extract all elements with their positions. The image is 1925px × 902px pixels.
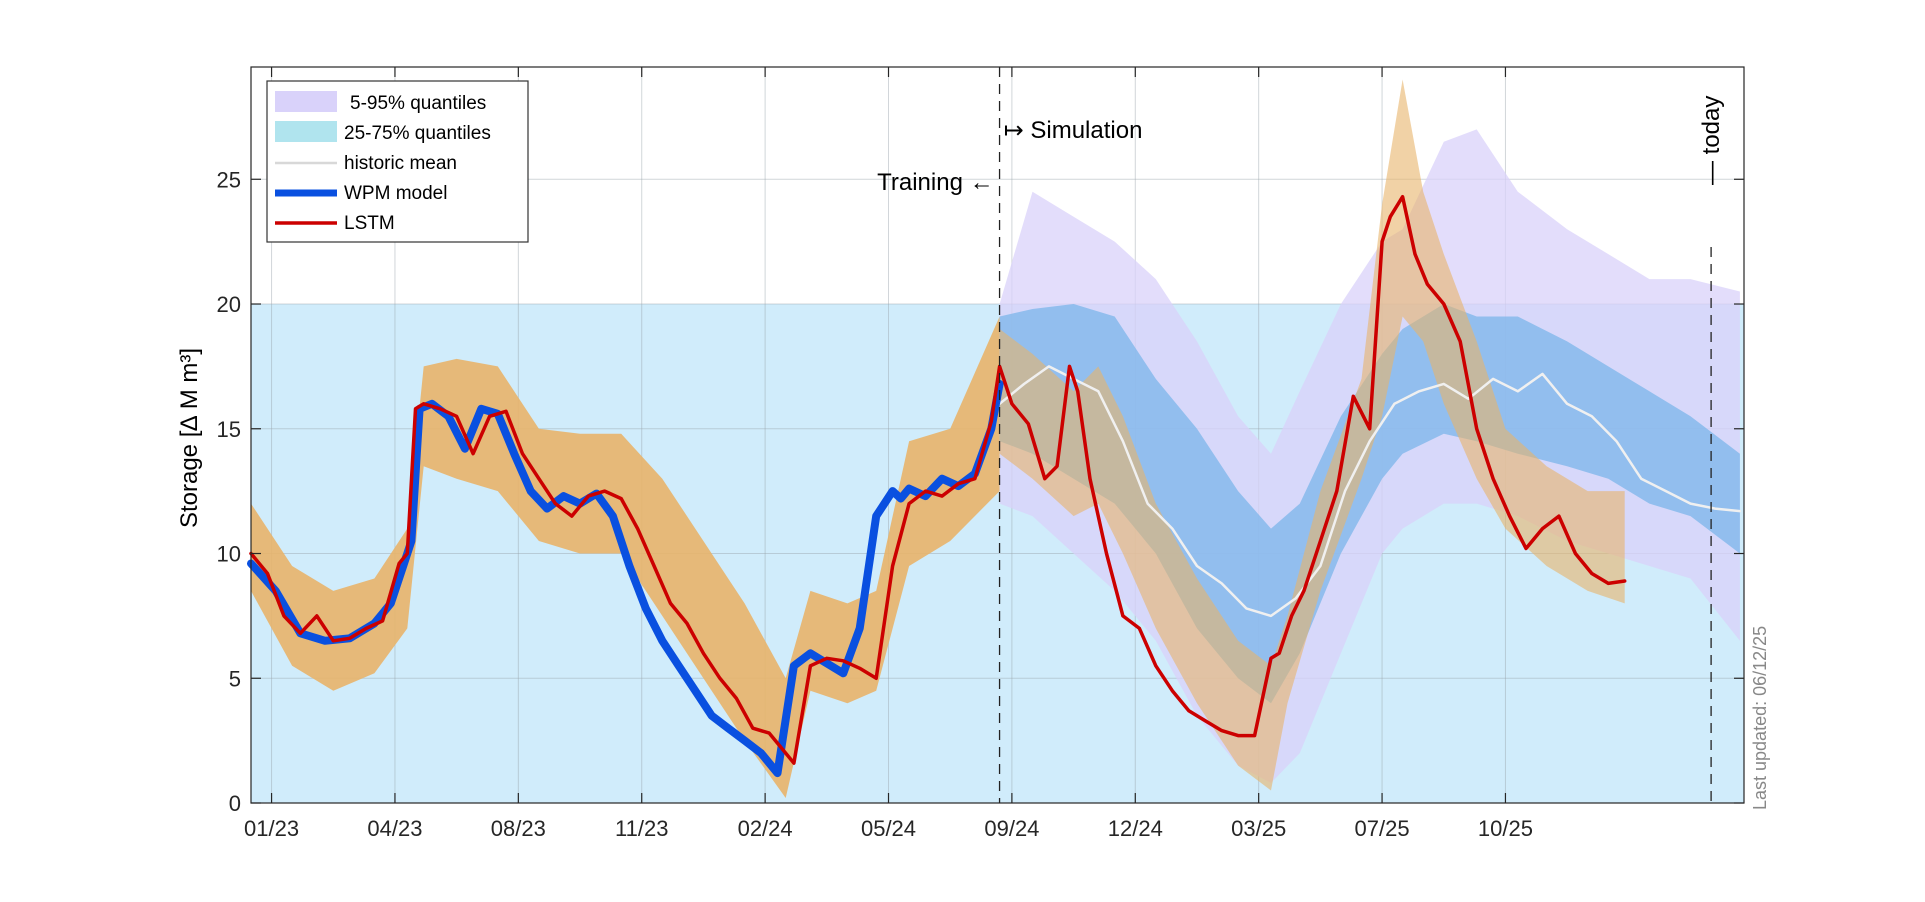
x-tick-label: 03/25 — [1231, 816, 1286, 841]
legend-label-historic-mean: historic mean — [344, 153, 457, 174]
axes: 01/23 04/23 08/23 11/23 02/24 05/24 09/24 12/24… — [217, 66, 1745, 841]
simulation-label: ↦ Simulation — [1004, 117, 1143, 144]
training-label: Training ← — [877, 169, 993, 196]
legend-label-5-95: 5-95% quantiles — [350, 93, 486, 114]
legend-swatch-5-95 — [275, 91, 337, 112]
y-tick-label: 25 — [217, 167, 241, 192]
x-tick-label: 04/23 — [367, 816, 422, 841]
x-tick-label: 11/23 — [615, 816, 668, 841]
x-tick-label: 02/24 — [738, 816, 793, 841]
x-tick-label: 07/25 — [1355, 816, 1410, 841]
legend-label-wpm: WPM model — [344, 183, 447, 204]
lstm-band-simulation — [999, 79, 1625, 791]
x-tick-label: 01/23 — [244, 816, 299, 841]
x-tick-label: 12/24 — [1108, 816, 1163, 841]
x-tick-label: 08/23 — [491, 816, 546, 841]
y-tick-label: 0 — [229, 791, 241, 816]
y-tick-label: 20 — [217, 292, 241, 317]
today-label: — today — [1698, 96, 1725, 185]
last-updated-label: Last updated: 06/12/25 — [1750, 626, 1770, 810]
y-tick-label: 10 — [217, 542, 241, 567]
x-tick-label: 09/24 — [984, 816, 1039, 841]
wpm-model-line — [247, 379, 1004, 778]
legend: 5-95% quantiles 25-75% quantiles histori… — [266, 80, 529, 243]
legend-label-25-75: 25-75% quantiles — [344, 123, 491, 144]
y-tick-label: 5 — [229, 666, 241, 691]
legend-label-lstm: LSTM — [344, 213, 395, 234]
legend-swatch-25-75 — [275, 121, 337, 142]
axes-frame — [250, 66, 1745, 804]
y-axis-label: Storage [∆ M m³] — [176, 348, 203, 528]
x-tick-label: 05/24 — [861, 816, 916, 841]
historic-mean-line — [998, 365, 1742, 618]
lstm-line — [249, 194, 1627, 765]
y-tick-label: 15 — [217, 417, 241, 442]
x-tick-label: 10/25 — [1478, 816, 1533, 841]
